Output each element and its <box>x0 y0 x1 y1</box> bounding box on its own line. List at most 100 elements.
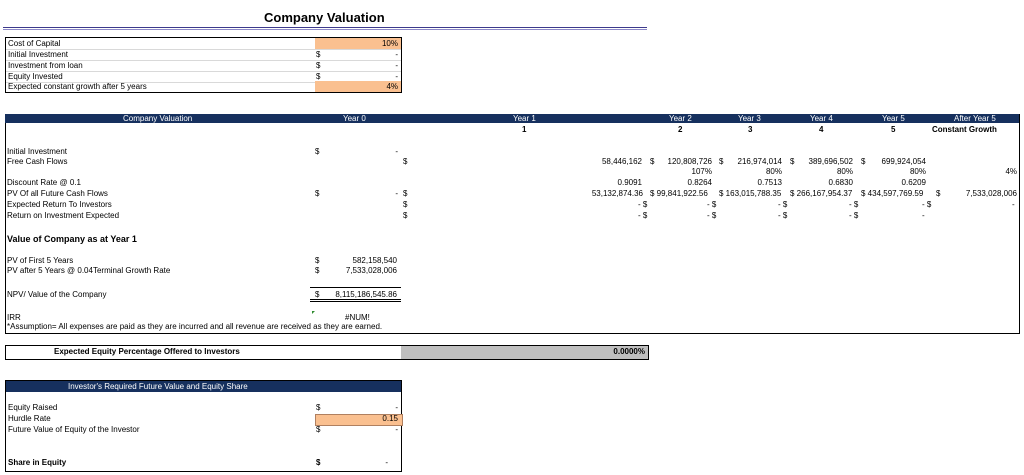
equity-percentage-value: 0.0000% <box>613 347 645 356</box>
equity-percentage-bar: Expected Equity Percentage Offered to In… <box>5 345 649 360</box>
pv-after-value: 7,533,028,006 <box>345 266 397 275</box>
input-label: Cost of Capital <box>8 39 61 48</box>
dollar-sign: $ <box>861 157 866 166</box>
cell-value: 0.9091 <box>617 178 642 187</box>
dollar-sign: $ <box>316 425 321 434</box>
cell-value: $ 266,167,954.37 <box>790 189 853 198</box>
row-label: PV of First 5 Years <box>7 256 74 265</box>
future-value-equity: - <box>395 425 398 434</box>
total-rule-bottom-2 <box>310 301 401 302</box>
input-cell-highlight[interactable] <box>315 38 401 49</box>
investor-header-text: Investor's Required Future Value and Equ… <box>68 382 248 391</box>
cell-value: - <box>395 189 398 198</box>
hurdle-rate-highlight[interactable] <box>315 414 403 426</box>
cell-value: 0.7513 <box>757 178 782 187</box>
dollar-sign: $ <box>315 256 320 265</box>
input-label: Expected constant growth after 5 years <box>8 82 147 91</box>
pv-first-value: 582,158,540 <box>352 256 398 265</box>
dollar-sign: $ <box>315 290 320 299</box>
valuation-table <box>5 114 1020 334</box>
cell-value: $ 163,015,788.35 <box>719 189 782 198</box>
year-number: 5 <box>891 125 896 134</box>
dollar-sign: $ <box>403 157 408 166</box>
title-rule-secondary <box>3 29 647 30</box>
equity-percentage-cell <box>401 346 648 359</box>
constant-growth-value[interactable]: 4% <box>386 82 398 91</box>
growth-pct: 80% <box>909 167 926 176</box>
dollar-sign: $ <box>315 147 320 156</box>
cost-of-capital-value[interactable]: 10% <box>381 39 398 48</box>
cell-value: - $ <box>778 200 788 209</box>
investment-loan-value[interactable]: - <box>395 61 398 70</box>
section-heading: Value of Company as at Year 1 <box>7 234 137 244</box>
row-label: Hurdle Rate <box>8 414 51 423</box>
dollar-sign: $ <box>650 157 655 166</box>
row-label: Future Value of Equity of the Investor <box>8 425 140 434</box>
dollar-sign: $ <box>315 189 320 198</box>
investor-header: Investor's Required Future Value and Equ… <box>6 381 401 392</box>
cell-value: 389,696,502 <box>808 157 854 166</box>
cell-value: - <box>922 211 925 220</box>
year-number: Constant Growth <box>932 125 997 134</box>
header-year-5: Year 5 <box>882 114 905 123</box>
row-label: PV Of all Future Cash Flows <box>7 189 108 198</box>
cell-value: $ 434,597,769.59 <box>861 189 924 198</box>
cell-value: - $ <box>849 211 859 220</box>
row-label: Discount Rate @ 0.1 <box>7 178 81 187</box>
hurdle-rate-value[interactable]: 0.15 <box>382 414 398 423</box>
cell-value: 216,974,014 <box>737 157 783 166</box>
input-row-growth: Expected constant growth after 5 years 4… <box>6 81 401 92</box>
initial-investment-value[interactable]: - <box>395 50 398 59</box>
cell-value: - $ <box>707 200 717 209</box>
cell-value: - $ <box>638 211 648 220</box>
dollar-sign: $ <box>936 189 941 198</box>
header-year-1: Year 1 <box>513 114 536 123</box>
cell-value: 699,924,054 <box>881 157 927 166</box>
dollar-sign: $ <box>403 211 408 220</box>
input-label: Initial Investment <box>8 50 69 59</box>
error-indicator-icon <box>312 311 315 314</box>
dollar-sign: $ <box>719 157 724 166</box>
cell-value: 0.8264 <box>687 178 712 187</box>
npv-value: 8,115,186,545.86 <box>335 290 397 299</box>
growth-pct: 80% <box>765 167 782 176</box>
header-after-year-5: After Year 5 <box>954 114 996 123</box>
irr-value: #NUM! <box>345 313 370 322</box>
input-label: Equity Invested <box>8 72 63 81</box>
dollar-sign: $ <box>316 403 321 412</box>
row-label: Free Cash Flows <box>7 157 68 166</box>
row-label: PV after 5 Years @ 0.04Terminal Growth R… <box>7 266 171 275</box>
header-company-valuation: Company Valuation <box>123 114 193 123</box>
total-rule-top <box>310 287 401 288</box>
input-dollar: $ <box>316 72 321 81</box>
input-cell-highlight[interactable] <box>315 81 401 92</box>
dollar-sign: $ <box>790 157 795 166</box>
input-row-cost-of-capital: Cost of Capital 10% <box>6 38 401 50</box>
cell-value: 7,533,028,006 <box>965 189 1017 198</box>
equity-invested-value[interactable]: - <box>395 72 398 81</box>
cell-value: 0.6830 <box>828 178 853 187</box>
cell-value: $ 99,841,922.56 <box>650 189 708 198</box>
title-rule <box>3 27 647 28</box>
growth-pct: 107% <box>691 167 712 176</box>
cell-value: 58,446,162 <box>601 157 642 166</box>
input-label: Investment from loan <box>8 61 83 70</box>
cell-value: - $ <box>922 200 932 209</box>
share-in-equity-label: Share in Equity <box>8 458 67 467</box>
input-row-initial-investment: Initial Investment $ - <box>6 49 401 61</box>
cell-value: - <box>395 147 398 156</box>
row-label: Initial Investment <box>7 147 68 156</box>
dollar-sign: $ <box>315 266 320 275</box>
investor-table: Investor's Required Future Value and Equ… <box>5 380 403 472</box>
growth-pct: 4% <box>1005 167 1017 176</box>
equity-raised-value[interactable]: - <box>395 403 398 412</box>
dollar-sign: $ <box>403 189 408 198</box>
dollar-sign: $ <box>316 458 321 467</box>
row-label: Equity Raised <box>8 403 58 412</box>
header-year-2: Year 2 <box>669 114 692 123</box>
cell-value: 0.6209 <box>901 178 926 187</box>
year-number: 3 <box>748 125 753 134</box>
equity-percentage-label: Expected Equity Percentage Offered to In… <box>54 347 240 356</box>
row-label: NPV/ Value of the Company <box>7 290 107 299</box>
cell-value: - $ <box>638 200 648 209</box>
